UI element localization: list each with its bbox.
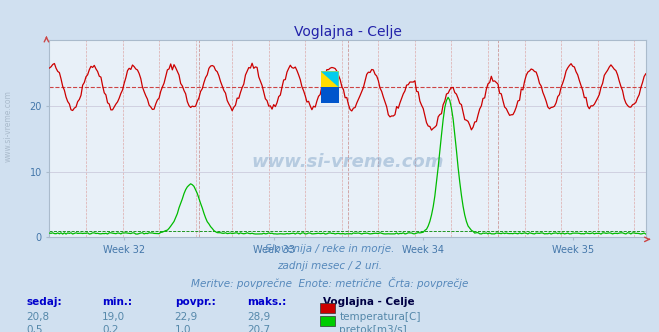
Text: www.si-vreme.com: www.si-vreme.com [251, 153, 444, 171]
Text: 0,2: 0,2 [102, 325, 119, 332]
Text: 20,8: 20,8 [26, 312, 49, 322]
Text: www.si-vreme.com: www.si-vreme.com [3, 90, 13, 162]
Text: temperatura[C]: temperatura[C] [339, 312, 421, 322]
Text: 19,0: 19,0 [102, 312, 125, 322]
Bar [321, 87, 339, 103]
Text: 0,5: 0,5 [26, 325, 43, 332]
Text: 28,9: 28,9 [247, 312, 270, 322]
Text: Meritve: povprečne  Enote: metrične  Črta: povprečje: Meritve: povprečne Enote: metrične Črta:… [191, 277, 468, 289]
Text: 22,9: 22,9 [175, 312, 198, 322]
Text: povpr.:: povpr.: [175, 297, 215, 307]
Text: 1,0: 1,0 [175, 325, 191, 332]
Text: Voglajna - Celje: Voglajna - Celje [323, 297, 415, 307]
Polygon shape [321, 71, 339, 87]
Text: pretok[m3/s]: pretok[m3/s] [339, 325, 407, 332]
Text: 20,7: 20,7 [247, 325, 270, 332]
Text: zadnji mesec / 2 uri.: zadnji mesec / 2 uri. [277, 261, 382, 271]
Text: Slovenija / reke in morje.: Slovenija / reke in morje. [265, 244, 394, 254]
Title: Voglajna - Celje: Voglajna - Celje [294, 25, 401, 39]
Text: min.:: min.: [102, 297, 132, 307]
Bar [321, 71, 339, 103]
Text: sedaj:: sedaj: [26, 297, 62, 307]
Text: maks.:: maks.: [247, 297, 287, 307]
